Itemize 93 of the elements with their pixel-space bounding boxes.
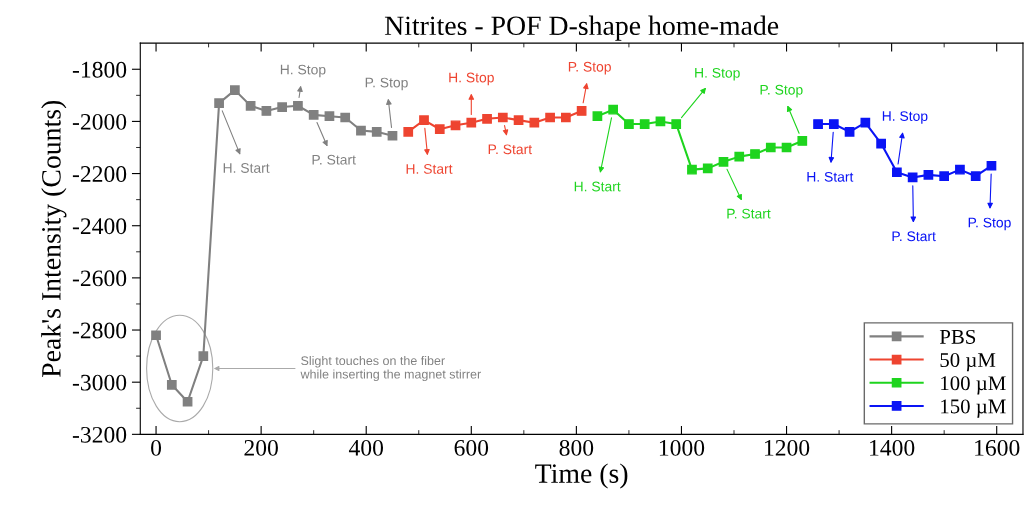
legend-label: 50 µM xyxy=(940,353,996,372)
point xyxy=(214,98,224,109)
x-tick-label: 0 xyxy=(151,439,162,456)
y-tick-label: -3000 xyxy=(72,374,127,391)
annotation: P. Start xyxy=(488,144,532,155)
annotation: P. Start xyxy=(892,231,936,242)
point xyxy=(813,119,823,129)
point xyxy=(624,119,634,129)
y-tick-label: -2600 xyxy=(72,270,127,287)
point xyxy=(561,112,571,123)
point xyxy=(718,156,729,167)
annotation: H. Start xyxy=(406,164,453,174)
annotation: H. Stop xyxy=(695,67,740,81)
y-axis-title: Peak's Intensity (Counts) xyxy=(41,100,67,378)
x-tick-label: 800 xyxy=(559,439,594,456)
point xyxy=(324,111,335,122)
annotation: P. Stop xyxy=(568,61,611,75)
point xyxy=(229,85,240,95)
point xyxy=(639,119,650,129)
chart-title: Nitrites - POF D-shape home-made xyxy=(384,15,779,41)
point xyxy=(750,149,760,159)
annotation: H. Stop xyxy=(882,111,928,124)
point xyxy=(245,100,256,111)
y-tick-label: -3200 xyxy=(72,426,127,443)
point xyxy=(182,396,193,407)
point xyxy=(576,106,587,116)
annotation: H. Stop xyxy=(280,64,326,78)
point xyxy=(261,106,272,116)
y-tick-label: -2400 xyxy=(72,218,127,235)
x-tick-label: 600 xyxy=(454,439,489,456)
point xyxy=(892,167,902,178)
annotation: H. Stop xyxy=(449,72,494,86)
point xyxy=(482,113,492,124)
y-tick-label: -2200 xyxy=(72,166,127,182)
point xyxy=(797,136,808,146)
point xyxy=(545,112,555,123)
point xyxy=(529,117,540,128)
x-axis-title: Time (s) xyxy=(535,463,628,489)
legend-label: PBS xyxy=(939,329,976,344)
point xyxy=(671,119,682,129)
point xyxy=(923,170,934,180)
point xyxy=(198,351,209,361)
point xyxy=(466,117,477,128)
point xyxy=(434,124,445,135)
point xyxy=(844,126,855,137)
point xyxy=(340,112,351,123)
point xyxy=(450,120,461,131)
y-tick-label: -2000 xyxy=(72,113,127,130)
point xyxy=(371,126,382,137)
point xyxy=(151,330,161,341)
x-tick-label: 1000 xyxy=(659,439,705,456)
point xyxy=(497,112,508,123)
point xyxy=(970,171,981,182)
legend-label: 150 µM xyxy=(941,399,1006,418)
point xyxy=(419,115,429,125)
point xyxy=(308,110,319,120)
legend-label: 100 µM xyxy=(941,376,1006,395)
point xyxy=(608,104,619,115)
point xyxy=(939,171,950,182)
annotation: P. Start xyxy=(312,154,356,165)
point xyxy=(765,142,776,153)
x-tick-label: 1400 xyxy=(870,439,915,456)
point xyxy=(734,151,745,162)
point xyxy=(702,163,713,174)
point xyxy=(403,126,414,137)
point xyxy=(166,379,177,390)
annotation: Slight touches on the fiber while inserting the magnet stirrer xyxy=(300,355,481,382)
point xyxy=(986,160,997,171)
annotation: P. Start xyxy=(727,208,771,219)
point xyxy=(955,164,965,175)
x-tick-label: 400 xyxy=(348,439,384,456)
point xyxy=(592,111,603,122)
point xyxy=(860,117,871,128)
annotation: P. Stop xyxy=(968,217,1011,231)
point xyxy=(513,115,524,125)
x-tick-label: 200 xyxy=(244,439,278,456)
x-tick-label: 1600 xyxy=(975,439,1020,456)
y-tick-label: -1800 xyxy=(72,61,127,78)
point xyxy=(687,164,697,175)
annotation: H. Start xyxy=(223,163,270,173)
point xyxy=(293,100,303,111)
point xyxy=(876,138,886,149)
point xyxy=(828,119,839,129)
point xyxy=(277,102,288,112)
y-tick-label: -2800 xyxy=(72,322,127,339)
annotation: P. Stop xyxy=(760,84,803,98)
point xyxy=(907,172,918,183)
point xyxy=(387,130,398,141)
annotation: P. Stop xyxy=(365,77,408,91)
annotation: H. Start xyxy=(574,181,621,192)
point xyxy=(356,125,366,136)
annotation: H. Start xyxy=(807,171,854,182)
x-tick-label: 1200 xyxy=(765,439,810,456)
